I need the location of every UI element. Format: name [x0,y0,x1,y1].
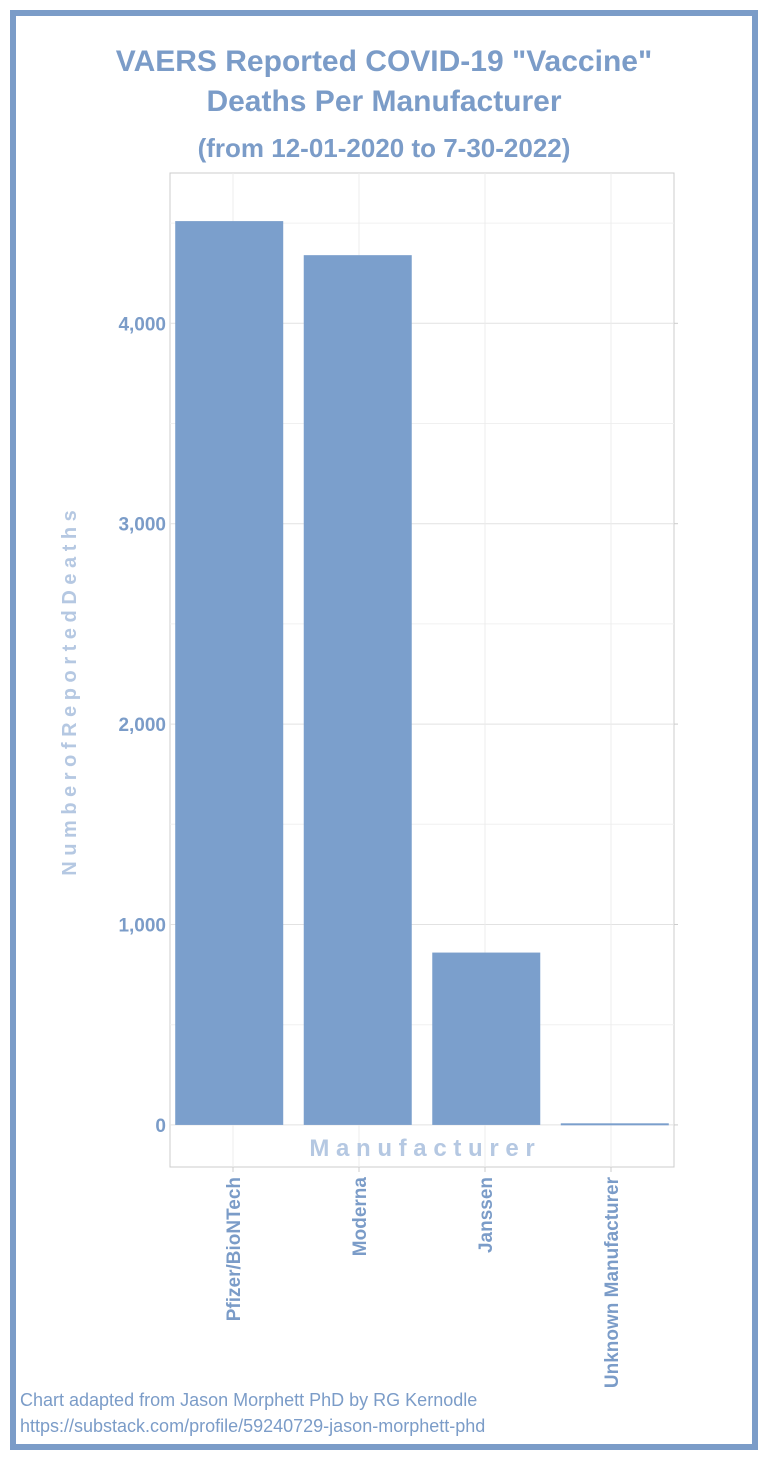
y-tick-label: 2,000 [118,715,166,736]
chart-title-line1: VAERS Reported COVID-19 "Vaccine" [115,45,653,78]
y-tick-label: 1,000 [118,916,166,937]
chart-title-line2: Deaths Per Manufacturer [206,85,562,118]
bar-2 [432,952,541,1125]
bar-1 [303,255,412,1125]
bar-0 [175,221,284,1125]
y-tick-label: 4,000 [118,314,166,335]
footer-url[interactable]: https://substack.com/profile/59240729-ja… [20,1416,486,1436]
y-tick-label: 0 [155,1116,166,1137]
x-tick-label: Janssen [476,1177,497,1253]
bar-3 [560,1123,669,1126]
chart-subtitle: (from 12-01-2020 to 7-30-2022) [197,133,571,163]
plot-panel [169,172,675,1168]
footer-credit: Chart adapted from Jason Morphett PhD by… [20,1390,478,1410]
x-tick-label: Pfizer/BioNTech [224,1177,245,1321]
y-tick-label: 3,000 [118,515,166,536]
x-tick-label: Unknown Manufacturer [602,1176,623,1388]
y-axis-title: N u m b e r o f R e p o r t e d D e a t … [59,510,81,876]
x-axis-title: M a n u f a c t u r e r [309,1135,534,1162]
x-tick-label: Moderna [350,1177,371,1257]
